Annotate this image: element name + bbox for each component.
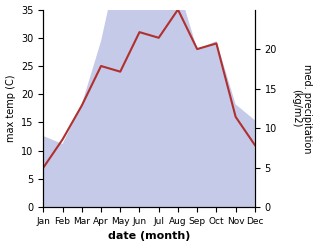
Y-axis label: max temp (C): max temp (C) — [5, 75, 16, 142]
Y-axis label: med. precipitation
(kg/m2): med. precipitation (kg/m2) — [291, 64, 313, 153]
X-axis label: date (month): date (month) — [108, 231, 190, 242]
